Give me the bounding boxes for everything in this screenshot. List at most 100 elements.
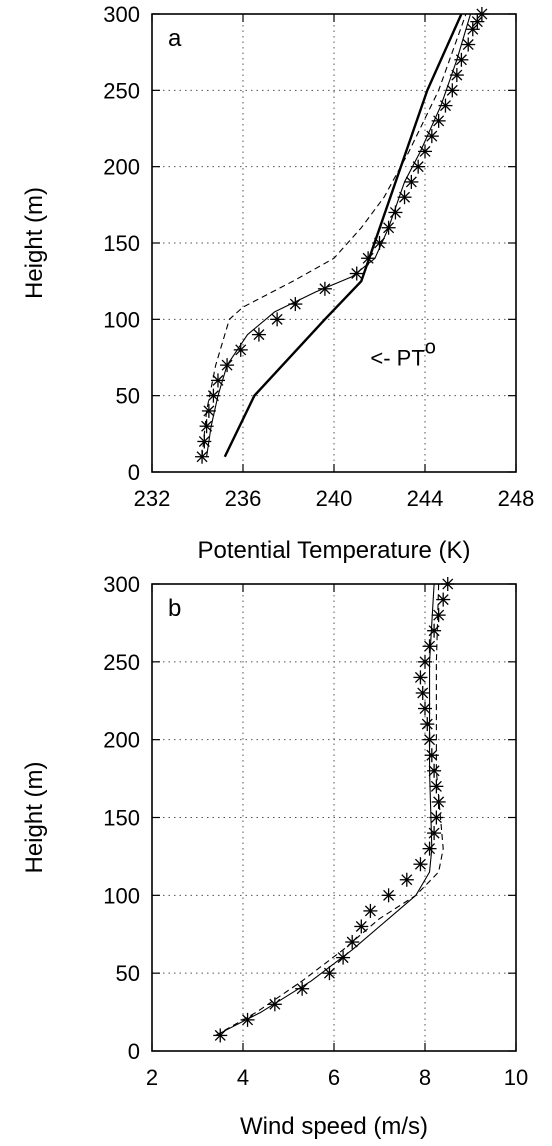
data-point	[418, 144, 432, 159]
y-tick-label: 100	[103, 307, 140, 332]
data-point	[454, 52, 469, 67]
y-tick-label: 200	[103, 155, 140, 180]
data-point	[388, 205, 403, 220]
y-tick-label: 50	[116, 961, 140, 986]
annotation-pt0: <- PTo	[370, 337, 436, 371]
data-point	[429, 810, 444, 825]
series-line-thick-solid	[223, 13, 463, 458]
x-tick-label: 232	[134, 486, 171, 511]
data-point	[422, 639, 437, 654]
y-tick-label: 0	[128, 1039, 140, 1064]
data-point	[381, 220, 396, 235]
data-point	[449, 68, 464, 83]
data-point	[461, 37, 476, 52]
data-point	[381, 888, 396, 903]
data-point	[431, 794, 446, 809]
data-point	[424, 129, 439, 144]
data-point	[431, 608, 446, 623]
x-axis-label: Potential Temperature (K)	[197, 537, 470, 564]
data-point	[424, 748, 439, 763]
data-point	[411, 159, 426, 174]
x-tick-label: 236	[225, 486, 262, 511]
data-point	[201, 403, 216, 418]
data-point	[288, 297, 303, 312]
data-point	[470, 14, 485, 29]
data-point	[427, 826, 442, 841]
data-point	[270, 312, 285, 327]
annotation-text: <- PT	[370, 346, 424, 371]
data-point	[422, 841, 437, 856]
annotation-superscript: o	[425, 337, 436, 359]
panel-label: b	[168, 595, 181, 622]
data-point	[445, 83, 460, 98]
data-point	[397, 190, 412, 205]
y-axis-label: Height (m)	[21, 187, 48, 299]
data-point	[431, 113, 446, 128]
data-point	[322, 966, 337, 981]
data-point	[404, 174, 419, 189]
x-tick-label: 6	[328, 1065, 340, 1090]
data-point	[415, 685, 430, 700]
x-tick-label: 10	[504, 1065, 528, 1090]
data-point	[195, 449, 210, 464]
data-point	[206, 388, 221, 403]
chart-a: 232 236 240 244 248 0 50 100 150 200 250 300 Potenti…	[21, 2, 534, 564]
data-point	[345, 935, 360, 950]
x-tick-label: 248	[498, 486, 535, 511]
y-tick-label: 300	[103, 572, 140, 597]
data-point	[361, 251, 376, 266]
data-point	[436, 592, 451, 607]
data-point	[251, 327, 266, 342]
y-tick-label: 300	[103, 2, 140, 27]
data-point	[220, 358, 235, 373]
x-tick-label: 8	[419, 1065, 431, 1090]
data-point	[199, 419, 214, 434]
y-tick-label: 0	[128, 460, 140, 485]
y-axis-label: Height (m)	[21, 761, 48, 873]
data-point	[427, 763, 442, 778]
y-tick-label: 250	[103, 650, 140, 675]
data-point	[422, 732, 437, 747]
y-tick-label: 100	[103, 883, 140, 908]
x-tick-label: 4	[237, 1065, 249, 1090]
data-point	[372, 236, 387, 250]
data-point	[267, 997, 282, 1012]
data-point	[429, 779, 444, 794]
panel-label: a	[168, 25, 182, 52]
y-tick-label: 150	[103, 806, 140, 831]
x-tick-label: 2	[146, 1065, 158, 1090]
data-point	[418, 654, 432, 669]
data-point	[413, 670, 428, 685]
data-point	[399, 872, 414, 887]
data-point	[213, 1028, 228, 1043]
y-tick-label: 250	[103, 78, 140, 103]
data-point	[197, 434, 212, 449]
data-point	[465, 22, 480, 37]
data-point	[413, 857, 428, 872]
data-point	[233, 342, 248, 357]
series-markers	[213, 577, 455, 1043]
series-markers	[195, 7, 489, 464]
y-tick-label: 150	[103, 231, 140, 256]
series-line-dashed	[201, 13, 467, 457]
data-point	[349, 266, 364, 281]
data-point	[354, 919, 369, 934]
y-tick-label: 200	[103, 728, 140, 753]
data-point	[438, 98, 453, 113]
data-point	[210, 373, 225, 388]
data-point	[336, 950, 351, 965]
data-point	[295, 981, 310, 996]
y-tick-label: 50	[116, 384, 140, 409]
data-point	[317, 281, 332, 296]
data-point	[240, 1012, 255, 1027]
x-tick-label: 244	[407, 486, 444, 511]
data-point	[420, 717, 435, 732]
data-point	[418, 701, 432, 716]
x-axis-label: Wind speed (m/s)	[240, 1113, 428, 1140]
x-tick-label: 240	[316, 486, 353, 511]
data-point	[363, 903, 378, 918]
series-line-dashed	[215, 583, 444, 1036]
data-point	[427, 623, 442, 638]
